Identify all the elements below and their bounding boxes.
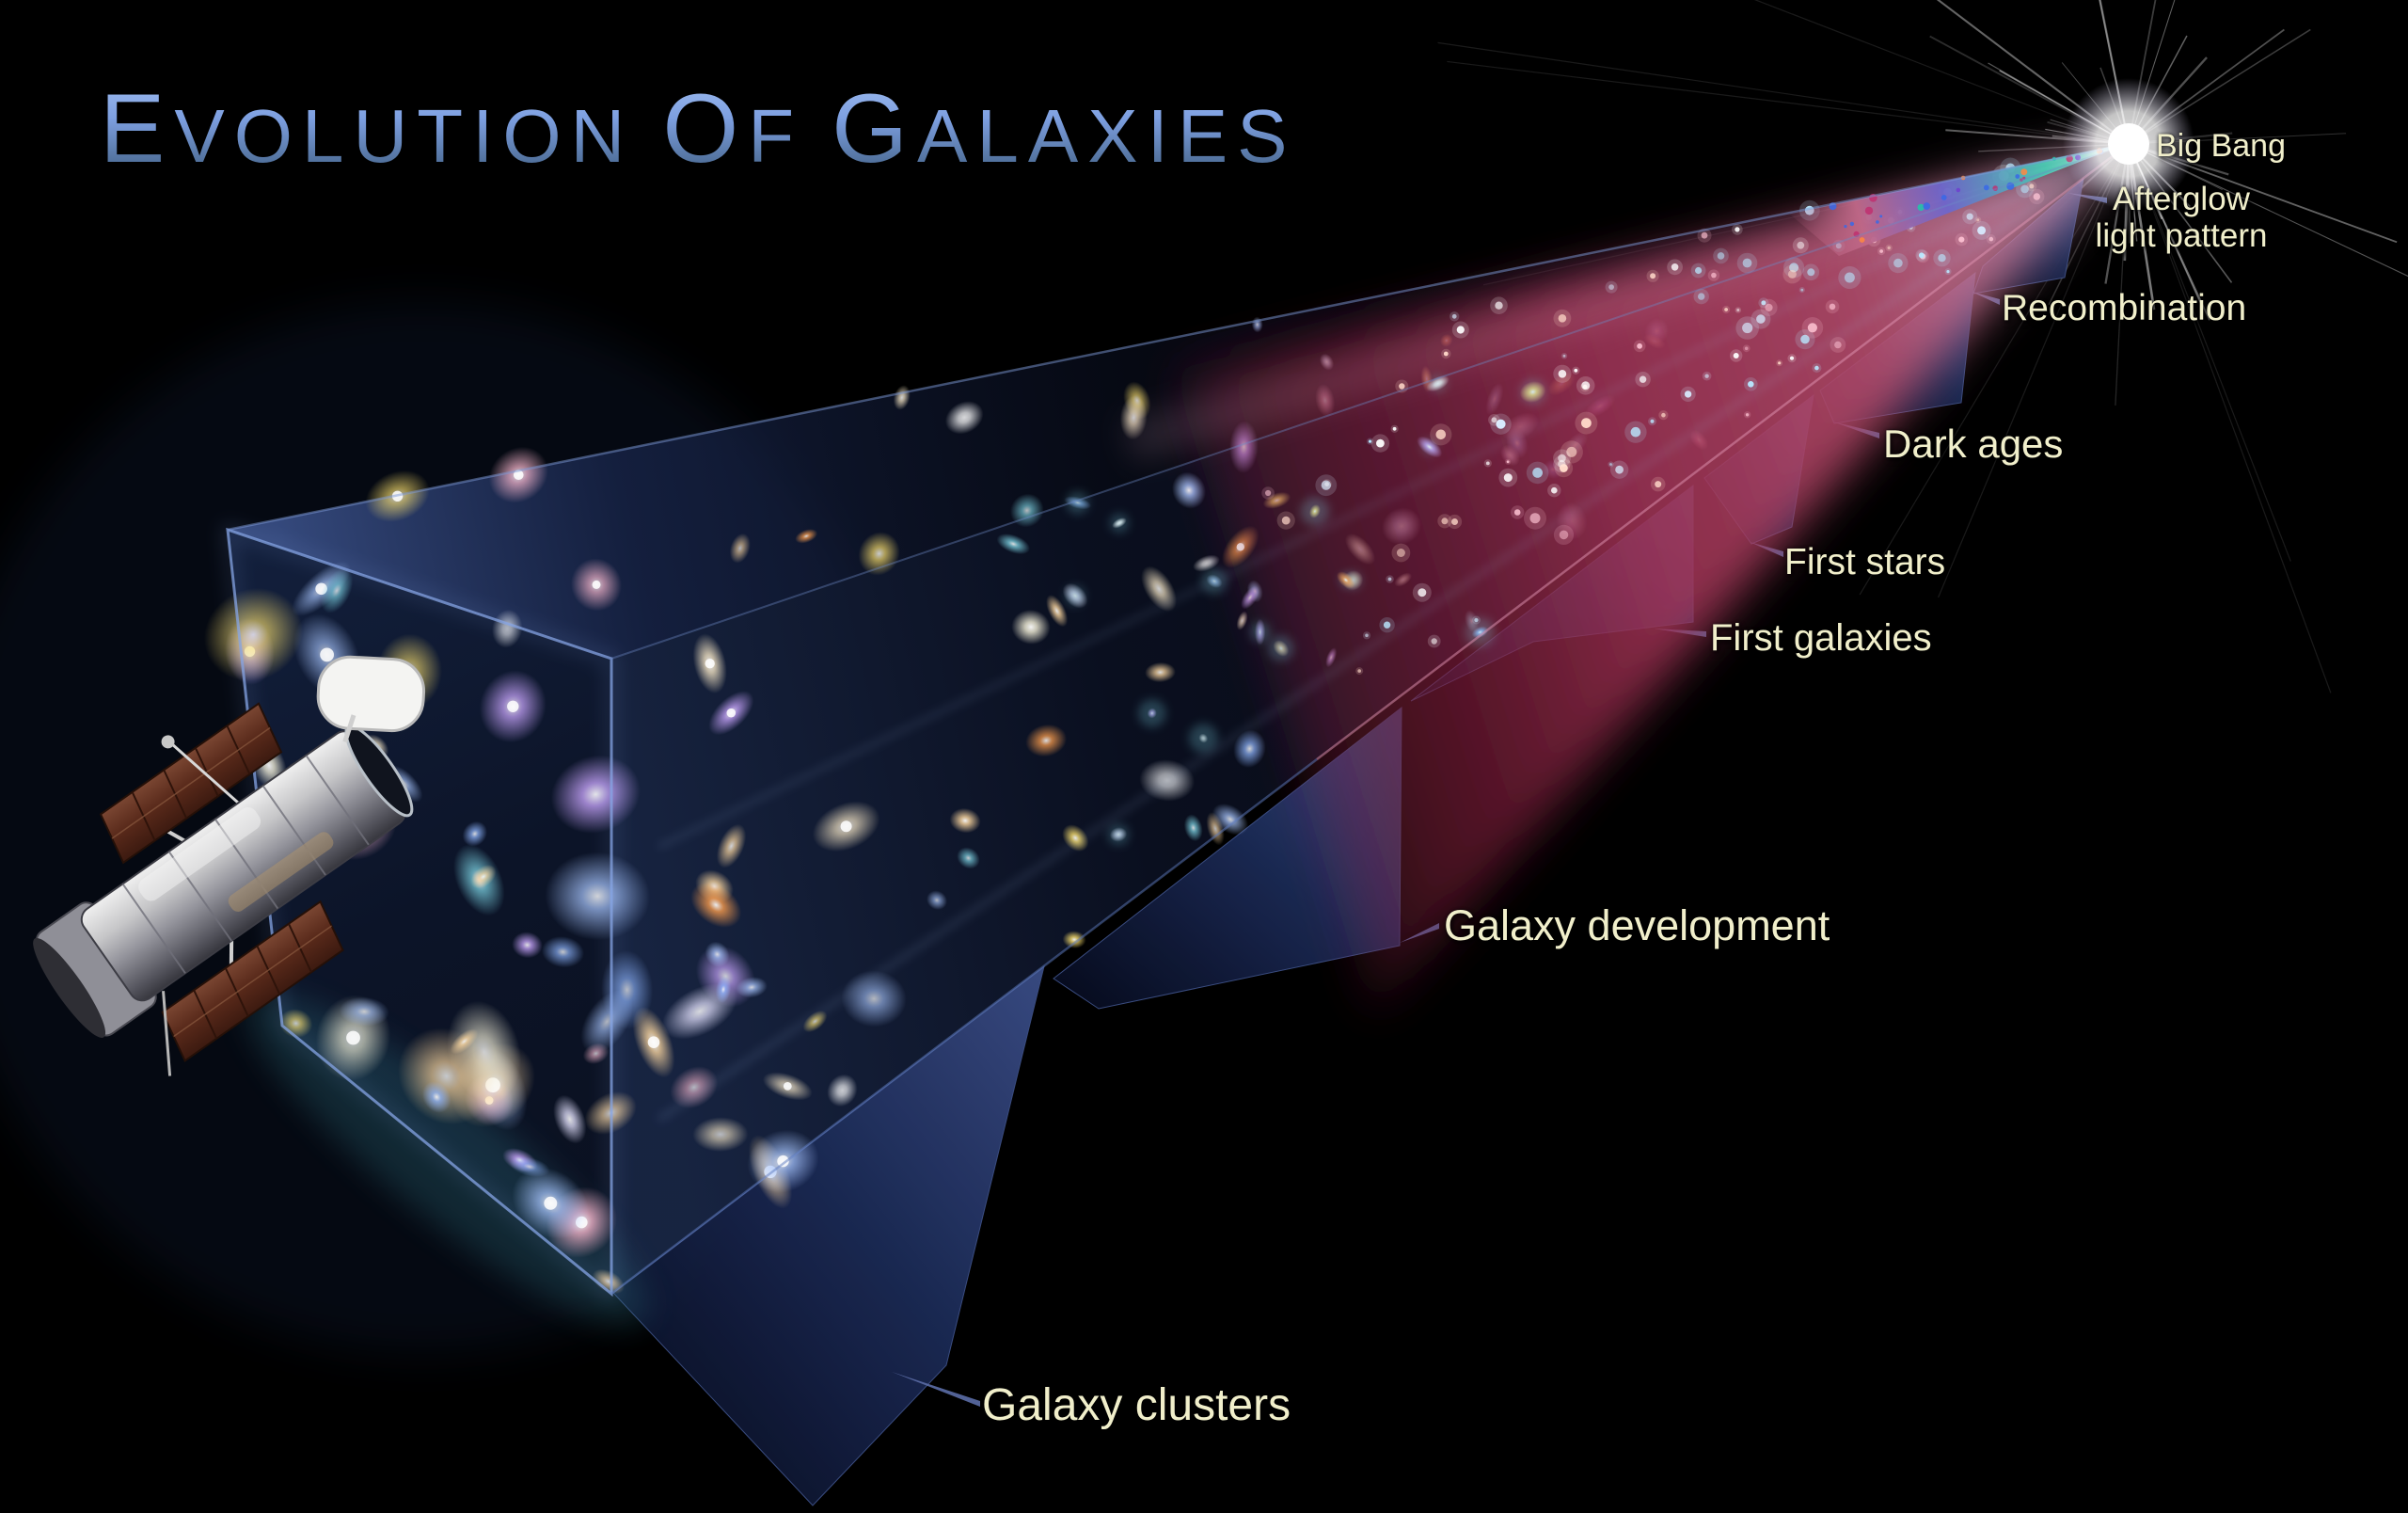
big-bang-core bbox=[2063, 78, 2194, 210]
stage-tick-0 bbox=[892, 1372, 980, 1407]
first-object-blobs bbox=[1062, 374, 1546, 845]
solar-panel-upper bbox=[99, 702, 283, 865]
page-title: EVOLUTION OF GALAXIES bbox=[100, 73, 1325, 185]
hubble-telescope bbox=[33, 655, 426, 1076]
solar-panel-lower bbox=[161, 900, 344, 1062]
aperture-door bbox=[316, 655, 426, 733]
